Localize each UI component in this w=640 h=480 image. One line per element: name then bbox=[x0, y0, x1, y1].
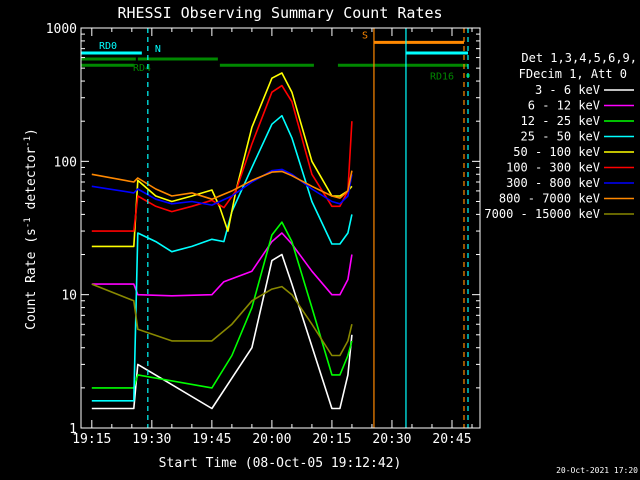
x-tick-label-3: 20:00 bbox=[252, 432, 291, 447]
y-tick-label-0: 1 bbox=[69, 422, 77, 437]
x-tick-label-6: 20:45 bbox=[432, 432, 471, 447]
chart-title: RHESSI Observing Summary Count Rates bbox=[117, 4, 442, 22]
marker-label-n: N bbox=[155, 44, 161, 55]
legend-label-800-7000-kev: 800 - 7000 keV bbox=[499, 192, 600, 206]
plot-frame bbox=[80, 27, 481, 429]
marker-lines: N bbox=[147, 28, 469, 428]
x-tick-label-2: 19:45 bbox=[192, 432, 231, 447]
series-line-100-300-kev bbox=[91, 84, 353, 232]
x-tick-label-4: 20:15 bbox=[312, 432, 351, 447]
y-tick-label-3: 1000 bbox=[46, 22, 77, 37]
y-tick-label-1: 10 bbox=[61, 289, 77, 304]
series-line-7000-15000-kev bbox=[91, 283, 353, 357]
y-axis-label: Count Rate (s-1 detector-1) bbox=[23, 128, 39, 330]
flag-rd16-label: RD16 bbox=[430, 72, 454, 83]
legend-label-100-300-kev: 100 - 300 keV bbox=[506, 161, 600, 175]
flag-rd0-label: RD0 bbox=[99, 41, 117, 52]
x-tick-label-5: 20:30 bbox=[372, 432, 411, 447]
x-tick-label-0: 19:15 bbox=[72, 432, 111, 447]
legend-label-3-6-kev: 3 - 6 keV bbox=[535, 83, 600, 97]
series-curves bbox=[91, 72, 353, 410]
y-tick-label-2: 100 bbox=[54, 155, 77, 170]
series-line-3-6-kev bbox=[91, 253, 353, 410]
footer-timestamp: 20-Oct-2021 17:20 bbox=[556, 466, 638, 475]
axes: 19:15 19:30 19:45 20:00 20:15 20:30 20:45 1 10 10… bbox=[46, 22, 480, 447]
flag-s-label: S bbox=[362, 30, 368, 41]
series-line-300-800-kev bbox=[91, 168, 353, 206]
x-tick-label-1: 19:30 bbox=[132, 432, 171, 447]
legend-label-7000-15000-kev: 7000 - 15000 keV bbox=[484, 207, 600, 221]
legend-label-300-800-kev: 300 - 800 keV bbox=[506, 176, 600, 190]
series-line-800-7000-kev bbox=[91, 170, 353, 200]
legend-label-50-100-kev: 50 - 100 keV bbox=[513, 145, 600, 159]
legend-header-line-1: Det 1,3,4,5,6,9, bbox=[521, 51, 637, 65]
legend: Det 1,3,4,5,6,9, FDecim 1, Att 0 3 - 6 k… bbox=[484, 51, 637, 221]
series-line-6-12-kev bbox=[91, 232, 353, 297]
series-line-12-25-kev bbox=[91, 221, 353, 389]
flag-rd4-label: RD4 bbox=[133, 63, 151, 74]
flag-lines: RD0 RD4 S RD16 bbox=[81, 30, 470, 83]
legend-label-6-12-kev: 6 - 12 keV bbox=[528, 99, 600, 113]
legend-label-12-25-kev: 12 - 25 keV bbox=[521, 114, 600, 128]
legend-label-25-50-kev: 25 - 50 keV bbox=[521, 130, 600, 144]
x-axis-label: Start Time (08-Oct-05 19:12:42) bbox=[159, 456, 402, 471]
legend-header-line-2: FDecim 1, Att 0 bbox=[519, 67, 627, 81]
